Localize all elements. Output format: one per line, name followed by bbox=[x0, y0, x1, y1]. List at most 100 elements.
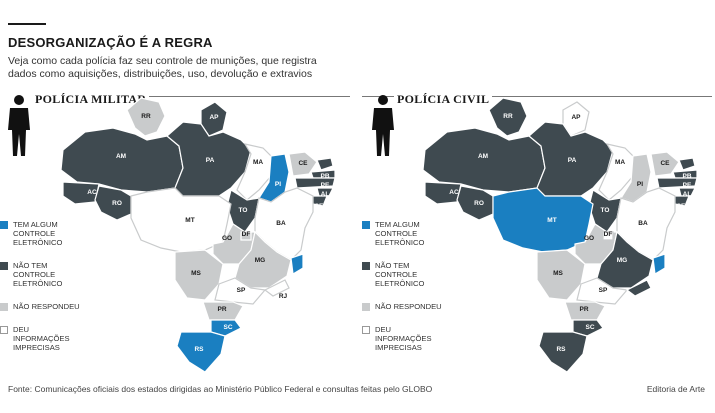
state-label-mg: MG bbox=[617, 257, 627, 264]
state-label-mt: MT bbox=[547, 217, 556, 224]
state-sc bbox=[572, 319, 604, 337]
state-label-df: DF bbox=[604, 231, 613, 238]
state-label-ap: AP bbox=[571, 114, 581, 121]
state-label-go: GO bbox=[222, 235, 232, 242]
state-label-rj: RJ bbox=[279, 293, 288, 300]
state-al bbox=[678, 187, 696, 197]
state-ac bbox=[62, 181, 100, 205]
state-label-ma: MA bbox=[253, 159, 263, 166]
state-label-rn: RN bbox=[680, 154, 690, 161]
legend-item-tem-controle: TEM ALGUM CONTROLE ELETRÔNICO bbox=[0, 220, 80, 247]
state-ma bbox=[236, 143, 274, 201]
legend-item-imprecisas: DEU INFORMAÇÕES IMPRECISAS bbox=[0, 325, 80, 352]
state-sp bbox=[576, 277, 629, 305]
state-label-am: AM bbox=[478, 153, 488, 160]
legend: TEM ALGUM CONTROLE ELETRÔNICO NÃO TEM CO… bbox=[0, 220, 80, 366]
state-label-es: ES bbox=[665, 271, 674, 278]
state-label-al: AL bbox=[683, 191, 692, 198]
panel-policia-civil: POLÍCIA CIVIL RR AP AM PA MA PI CE RN PB PE AL SE AC… bbox=[362, 92, 712, 382]
legend-swatch bbox=[0, 326, 8, 334]
state-label-go: GO bbox=[584, 235, 594, 242]
state-ma bbox=[598, 143, 636, 201]
panel-rule bbox=[70, 96, 350, 97]
state-label-am: AM bbox=[116, 153, 126, 160]
state-ms bbox=[174, 249, 224, 301]
state-label-ms: MS bbox=[553, 270, 563, 277]
legend-label: NÃO TEM CONTROLE ELETRÔNICO bbox=[13, 261, 63, 288]
state-label-ap: AP bbox=[209, 114, 219, 121]
state-mt bbox=[130, 187, 232, 253]
state-df bbox=[602, 231, 614, 241]
state-sc bbox=[210, 319, 242, 337]
legend: TEM ALGUM CONTROLE ELETRÔNICO NÃO TEM CO… bbox=[362, 220, 442, 366]
state-label-pi: PI bbox=[275, 181, 281, 188]
state-label-ce: CE bbox=[660, 160, 670, 167]
legend-label: NÃO RESPONDEU bbox=[13, 302, 80, 311]
state-label-ro: RO bbox=[474, 200, 484, 207]
legend-swatch bbox=[0, 221, 8, 229]
panel-title: POLÍCIA MILITAR bbox=[32, 92, 150, 107]
state-rj bbox=[263, 279, 290, 297]
legend-label: NÃO TEM CONTROLE ELETRÔNICO bbox=[375, 261, 425, 288]
state-es bbox=[652, 253, 666, 275]
state-label-ro: RO bbox=[112, 200, 122, 207]
legend-swatch bbox=[362, 303, 370, 311]
state-label-ma: MA bbox=[615, 159, 625, 166]
state-label-se: SE bbox=[315, 203, 324, 210]
legend-label: DEU INFORMAÇÕES IMPRECISAS bbox=[375, 325, 432, 352]
state-label-es: ES bbox=[303, 271, 312, 278]
state-rr bbox=[126, 97, 166, 137]
state-label-ba: BA bbox=[276, 220, 286, 227]
legend-label: TEM ALGUM CONTROLE ELETRÔNICO bbox=[375, 220, 425, 247]
state-ro bbox=[94, 185, 132, 221]
panel-rule bbox=[362, 96, 712, 97]
state-label-pe: PE bbox=[321, 182, 330, 189]
state-label-mt: MT bbox=[185, 217, 194, 224]
state-rn bbox=[316, 157, 334, 171]
state-label-sc: SC bbox=[223, 324, 232, 331]
legend-swatch bbox=[362, 262, 370, 270]
header-rule bbox=[8, 23, 46, 25]
state-label-se: SE bbox=[677, 203, 686, 210]
credit-note: Editoria de Arte bbox=[646, 384, 705, 394]
panel-policia-militar: POLÍCIA MILITAR RR AP AM PA MA PI CE RN PB PE AL SE… bbox=[0, 92, 350, 382]
state-rs bbox=[538, 331, 588, 373]
state-ce bbox=[288, 151, 318, 177]
state-label-pi: PI bbox=[637, 181, 643, 188]
state-pe bbox=[656, 177, 698, 189]
state-label-pb: PB bbox=[320, 173, 329, 180]
state-pr bbox=[202, 301, 244, 321]
legend-item-imprecisas: DEU INFORMAÇÕES IMPRECISAS bbox=[362, 325, 442, 352]
map-policia-militar: RR AP AM PA MA PI CE RN PB PE AL SE AC RO TO BA MT GO DF MG… bbox=[60, 97, 336, 373]
legend-swatch bbox=[0, 262, 8, 270]
state-ms bbox=[536, 249, 586, 301]
state-label-rn: RN bbox=[318, 154, 328, 161]
legend-label: NÃO RESPONDEU bbox=[375, 302, 442, 311]
legend-item-nao-respondeu: NÃO RESPONDEU bbox=[0, 302, 80, 311]
state-label-rj: RJ bbox=[641, 293, 650, 300]
state-label-sp: SP bbox=[237, 287, 246, 294]
state-mt bbox=[492, 187, 594, 253]
state-rn bbox=[678, 157, 696, 171]
state-df bbox=[240, 231, 252, 241]
state-label-to: TO bbox=[601, 207, 610, 214]
state-label-to: TO bbox=[239, 207, 248, 214]
panel-title: POLÍCIA CIVIL bbox=[394, 92, 493, 107]
state-label-pr: PR bbox=[217, 306, 226, 313]
state-label-ac: AC bbox=[449, 189, 459, 196]
state-label-sc: SC bbox=[585, 324, 594, 331]
state-label-pa: PA bbox=[206, 157, 215, 164]
state-label-pe: PE bbox=[683, 182, 692, 189]
legend-item-nao-tem: NÃO TEM CONTROLE ELETRÔNICO bbox=[362, 261, 442, 288]
state-rs bbox=[176, 331, 226, 373]
legend-item-nao-tem: NÃO TEM CONTROLE ELETRÔNICO bbox=[0, 261, 80, 288]
legend-swatch bbox=[362, 326, 370, 334]
state-ac bbox=[424, 181, 462, 205]
page-subtitle: Veja como cada polícia faz seu controle … bbox=[8, 55, 317, 80]
state-label-pa: PA bbox=[568, 157, 577, 164]
state-label-sp: SP bbox=[599, 287, 608, 294]
state-label-rr: RR bbox=[141, 113, 151, 120]
state-label-mg: MG bbox=[255, 257, 265, 264]
state-label-ba: BA bbox=[638, 220, 648, 227]
state-label-ce: CE bbox=[298, 160, 308, 167]
